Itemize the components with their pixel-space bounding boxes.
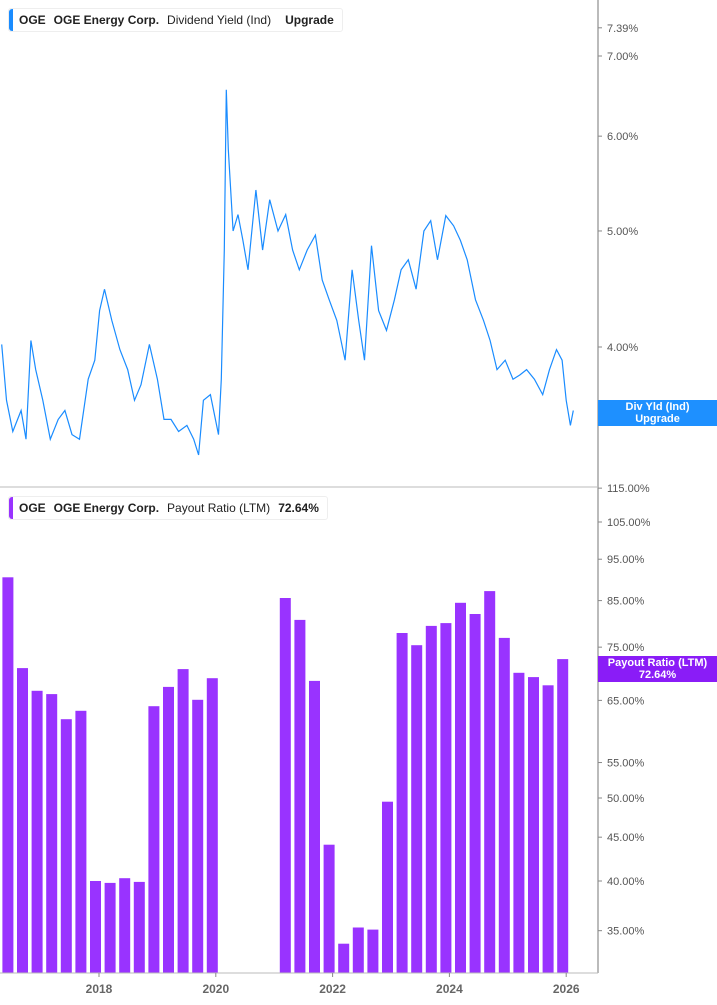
y-tick-label: 65.00% [607,695,645,707]
legend-metric: Payout Ratio (LTM) [167,501,271,515]
payout-bar[interactable] [90,881,101,973]
payout-bar[interactable] [411,645,423,973]
payout-bar[interactable] [206,678,218,973]
payout-bar[interactable] [367,929,379,973]
legend-company: OGE Energy Corp. [53,501,160,515]
payout-bar[interactable] [309,680,320,973]
payout-bar[interactable] [396,633,408,973]
y-tick-label: 4.00% [607,342,638,354]
y-tick-label: 50.00% [607,793,645,805]
payout-bar[interactable] [338,943,350,973]
payout-bar[interactable] [425,625,437,973]
payout-bar[interactable] [177,669,189,973]
y-tick-label: 7.00% [607,51,638,63]
payout-bar[interactable] [557,659,569,973]
yield-price-badge: Div Yld (Ind) Upgrade [598,400,717,426]
legend-ticker: OGE [19,501,46,515]
legend-company: OGE Energy Corp. [53,13,160,27]
payout-bar[interactable] [542,685,554,973]
y-tick-label: 85.00% [607,596,645,608]
legend-color-bar [9,9,13,31]
x-tick-label: 2020 [202,982,229,996]
y-tick-label: 105.00% [607,517,651,529]
payout-price-badge: Payout Ratio (LTM) 72.64% [598,656,717,682]
payout-bar[interactable] [119,878,131,973]
y-tick-label: 7.39% [607,23,638,35]
payout-bar[interactable] [294,619,306,973]
y-tick-label: 45.00% [607,832,645,844]
payout-bar[interactable] [104,882,116,973]
x-tick-label: 2018 [86,982,113,996]
payout-bar[interactable] [133,881,145,973]
payout-bar[interactable] [498,637,510,973]
legend-value: 72.64% [278,501,319,515]
y-tick-label: 55.00% [607,758,645,770]
bottom-legend[interactable]: OGE OGE Energy Corp. Payout Ratio (LTM) … [8,496,328,520]
y-tick-label: 95.00% [607,554,645,566]
badge-value[interactable]: Upgrade [635,413,680,425]
y-tick-label: 40.00% [607,876,645,888]
legend-ticker: OGE [19,13,46,27]
payout-bar[interactable] [440,623,452,973]
payout-bar[interactable] [31,690,43,973]
payout-bar[interactable] [323,844,335,973]
legend-upgrade-link[interactable]: Upgrade [285,13,334,27]
badge-value: 72.64% [638,669,677,681]
badge-label: Payout Ratio (LTM) [607,657,708,669]
payout-bar[interactable] [192,699,204,973]
x-tick-label: 2024 [436,982,463,996]
payout-bar[interactable] [484,591,496,973]
payout-bar[interactable] [46,694,58,973]
top-legend[interactable]: OGE OGE Energy Corp. Dividend Yield (Ind… [8,8,343,32]
payout-bar[interactable] [513,672,525,973]
payout-bar[interactable] [469,614,481,973]
legend-color-bar [9,497,13,519]
x-tick-label: 2026 [553,982,580,996]
badge-label: Div Yld (Ind) [625,401,690,413]
payout-bar[interactable] [382,801,393,973]
payout-bar[interactable] [60,719,72,973]
payout-bar[interactable] [352,927,364,974]
payout-bar[interactable] [455,602,466,973]
y-tick-label: 5.00% [607,226,638,238]
payout-bar[interactable] [528,677,539,973]
payout-bar[interactable] [17,668,28,973]
y-tick-label: 75.00% [607,642,645,654]
x-tick-label: 2022 [319,982,346,996]
y-tick-label: 6.00% [607,131,638,143]
payout-bars [2,577,569,974]
legend-metric: Dividend Yield (Ind) [167,13,272,27]
payout-bar[interactable] [75,710,87,973]
payout-bar[interactable] [148,706,160,973]
payout-bar[interactable] [279,598,291,973]
dividend-yield-line [1,89,574,456]
payout-bar[interactable] [2,577,14,973]
payout-bar[interactable] [163,686,174,973]
y-tick-label: 115.00% [607,483,650,495]
y-tick-label: 35.00% [607,926,645,938]
